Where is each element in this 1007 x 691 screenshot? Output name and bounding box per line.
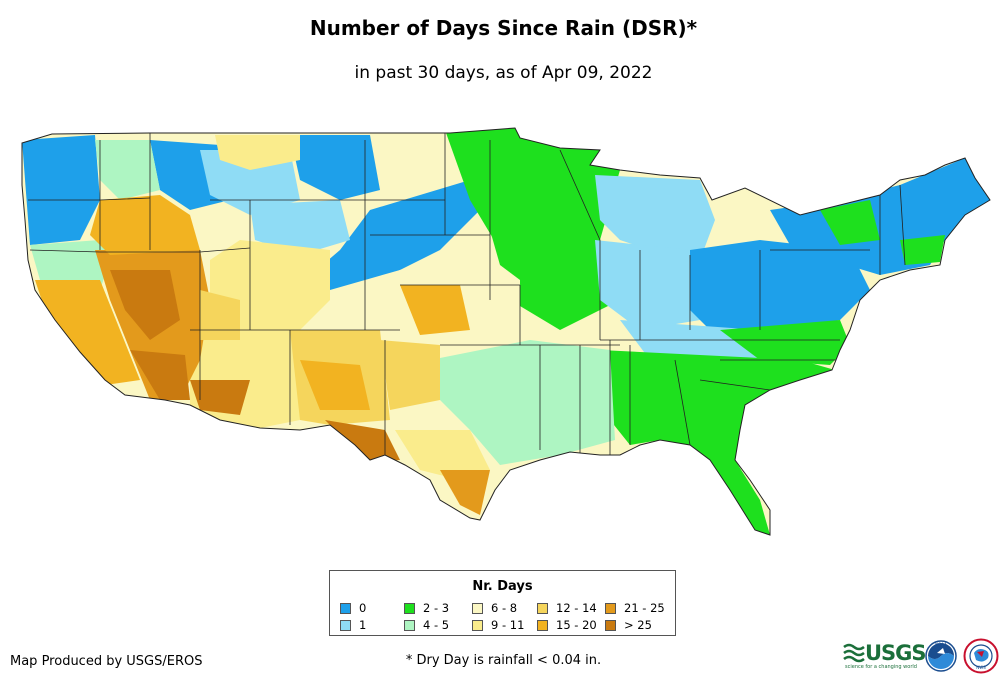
region-fill	[595, 240, 700, 330]
region-fill	[440, 470, 490, 515]
usgs-logo: USGS science for a changing world	[843, 641, 927, 670]
region-fill	[110, 270, 180, 340]
region-fill	[430, 340, 615, 465]
region-fill	[445, 128, 620, 260]
region-fill	[325, 420, 400, 462]
region-fill	[900, 235, 945, 265]
legend-item-6: 12 - 14	[537, 601, 597, 615]
legend-label-3: 4 - 5	[423, 618, 450, 632]
region-fill	[490, 230, 620, 330]
legend-item-5: 9 - 11	[472, 618, 524, 632]
legend-label-5: 9 - 11	[491, 618, 525, 632]
legend-item-3: 4 - 5	[404, 618, 449, 632]
legend: Nr. Days 0 1 2 - 3 4 - 5 6 - 8 9 - 11 12…	[329, 570, 676, 636]
legend-swatch-9	[605, 619, 616, 631]
legend-swatch-6	[537, 602, 548, 614]
legend-item-1: 1	[340, 618, 366, 632]
noaa-logo: NOAA	[925, 640, 957, 672]
region-fill	[305, 180, 480, 300]
region-fill	[215, 135, 300, 170]
region-fill	[200, 290, 240, 340]
region-fill	[400, 285, 470, 335]
region-fill	[600, 350, 835, 535]
region-fill	[720, 320, 850, 365]
legend-label-6: 12 - 14	[556, 601, 597, 615]
legend-item-9: > 25	[605, 618, 652, 632]
region-fill	[190, 380, 250, 415]
region-fill	[290, 135, 380, 200]
nws-text: NWS	[976, 665, 986, 670]
legend-swatch-3	[404, 619, 415, 631]
region-fill	[22, 135, 100, 245]
legend-swatch-7	[537, 619, 548, 631]
legend-label-8: 21 - 25	[624, 601, 665, 615]
region-fill	[200, 150, 300, 215]
legend-swatch-2	[404, 602, 415, 614]
legend-item-4: 6 - 8	[472, 601, 517, 615]
dsr-map	[21, 127, 991, 536]
legend-label-7: 15 - 20	[556, 618, 597, 632]
map-subtitle: in past 30 days, as of Apr 09, 2022	[354, 63, 653, 83]
legend-label-9: > 25	[624, 618, 652, 632]
region-fill	[250, 200, 350, 255]
legend-label-2: 2 - 3	[423, 601, 450, 615]
region-fill	[95, 140, 160, 200]
region-fill	[90, 195, 200, 255]
usgs-wordmark: USGS	[865, 641, 927, 665]
usgs-wave-icon	[843, 643, 865, 663]
legend-title: Nr. Days	[472, 579, 533, 594]
nws-logo: NWS	[963, 638, 999, 674]
region-fill	[300, 360, 370, 410]
legend-swatch-5	[472, 619, 483, 631]
noaa-text: NOAA	[935, 642, 947, 647]
legend-item-7: 15 - 20	[537, 618, 597, 632]
region-fill	[380, 340, 440, 410]
legend-swatch-8	[605, 602, 616, 614]
usgs-tagline: science for a changing world	[845, 664, 917, 670]
credit-text: Map Produced by USGS/EROS	[10, 654, 203, 669]
dsr-regions	[22, 128, 990, 535]
legend-label-0: 0	[359, 601, 367, 615]
legend-item-2: 2 - 3	[404, 601, 449, 615]
region-fill	[690, 240, 870, 340]
footnote-text: * Dry Day is rainfall < 0.04 in.	[405, 653, 602, 668]
legend-item-8: 21 - 25	[605, 601, 665, 615]
legend-label-1: 1	[359, 618, 367, 632]
region-fill	[595, 175, 715, 260]
region-fill	[395, 430, 490, 480]
region-fill	[130, 350, 190, 400]
map-title: Number of Days Since Rain (DSR)*	[309, 16, 698, 40]
legend-swatch-0	[340, 602, 351, 614]
legend-swatch-4	[472, 602, 483, 614]
legend-label-4: 6 - 8	[491, 601, 518, 615]
region-fill	[35, 280, 140, 385]
legend-item-0: 0	[340, 601, 366, 615]
region-fill	[820, 200, 880, 245]
state-borders	[28, 133, 906, 455]
legend-swatch-1	[340, 619, 351, 631]
